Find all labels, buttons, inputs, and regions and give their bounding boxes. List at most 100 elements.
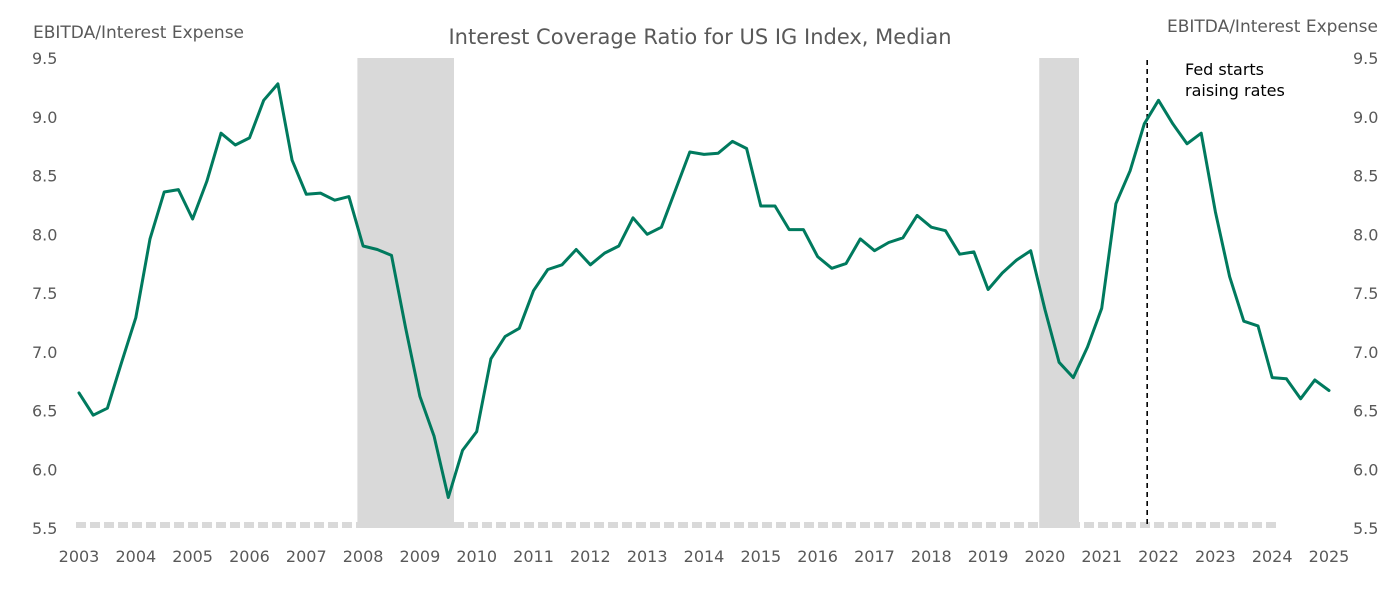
- x-tick-label: 2005: [172, 547, 213, 566]
- data-point: [1029, 249, 1032, 252]
- y-tick-left-label: 6.0: [32, 460, 57, 479]
- data-point: [276, 82, 280, 86]
- recession-shading-layer: [357, 58, 1079, 528]
- annotation-text-line2: raising rates: [1185, 81, 1285, 100]
- data-point: [1327, 389, 1331, 392]
- data-point: [731, 140, 734, 143]
- y-tick-right-label: 5.5: [1353, 519, 1378, 538]
- data-point: [1256, 324, 1260, 328]
- data-point: [347, 195, 351, 198]
- data-point: [1171, 122, 1174, 126]
- data-point: [205, 180, 209, 183]
- x-tick-label: 2023: [1195, 547, 1236, 566]
- data-point: [1299, 397, 1302, 400]
- y-tick-right-label: 7.0: [1353, 343, 1378, 362]
- data-point: [1128, 169, 1132, 172]
- data-point: [1043, 308, 1047, 311]
- x-tick-label: 2007: [286, 547, 327, 566]
- y-tick-right-label: 9.5: [1353, 49, 1378, 68]
- data-point: [120, 361, 123, 364]
- data-point: [773, 204, 777, 208]
- x-tick-label: 2010: [456, 547, 497, 566]
- data-point: [262, 99, 265, 102]
- data-point: [290, 159, 294, 162]
- data-point: [1001, 271, 1004, 275]
- data-point: [1228, 275, 1231, 278]
- y-tick-right-label: 8.0: [1353, 225, 1378, 244]
- data-point: [1199, 132, 1203, 135]
- data-point: [134, 316, 138, 319]
- data-point: [560, 263, 564, 266]
- data-point: [717, 151, 720, 155]
- data-point: [930, 226, 933, 229]
- series-layer: [77, 82, 1331, 499]
- data-point: [248, 136, 251, 140]
- data-point: [844, 262, 848, 265]
- data-point: [177, 188, 180, 191]
- y-ticks-right: 5.5 6.0 6.5 7.0 7.5 8.0 8.5 9.0 9.5: [1353, 49, 1378, 538]
- annotation-text-line1: Fed starts: [1185, 60, 1264, 79]
- data-point: [802, 228, 805, 231]
- y-tick-right-label: 9.0: [1353, 108, 1378, 127]
- data-point: [489, 357, 493, 360]
- x-tick-label: 2004: [115, 547, 156, 566]
- data-point: [461, 449, 464, 452]
- data-point: [617, 244, 620, 248]
- data-point: [404, 327, 407, 330]
- data-point: [518, 327, 521, 330]
- data-point: [901, 236, 905, 239]
- data-point: [1100, 307, 1103, 310]
- data-point: [532, 289, 535, 292]
- data-point: [1157, 99, 1160, 102]
- data-point: [1114, 202, 1118, 205]
- data-point: [92, 414, 95, 417]
- data-point: [603, 251, 606, 255]
- x-tick-label: 2013: [627, 547, 668, 566]
- y-tick-left-label: 6.5: [32, 402, 57, 421]
- data-point: [1143, 122, 1146, 126]
- data-point: [1242, 320, 1245, 323]
- data-point: [944, 229, 947, 232]
- data-point: [418, 395, 422, 398]
- y-tick-left-label: 9.5: [32, 49, 57, 68]
- x-tick-label: 2003: [59, 547, 100, 566]
- data-point: [873, 249, 876, 252]
- data-point: [972, 250, 976, 254]
- data-point: [645, 233, 649, 236]
- x-tick-label: 2017: [854, 547, 895, 566]
- x-tick-label: 2012: [570, 547, 611, 566]
- data-point: [759, 204, 763, 208]
- recession-band-2: [1039, 58, 1079, 528]
- x-tick-label: 2006: [229, 547, 270, 566]
- data-point: [1270, 376, 1274, 379]
- data-point: [361, 244, 365, 248]
- data-point: [432, 435, 436, 438]
- series-line-1: [77, 82, 1331, 499]
- x-tick-label: 2020: [1025, 547, 1066, 566]
- x-tick-label: 2008: [343, 547, 384, 566]
- data-point: [148, 237, 152, 241]
- x-tick-label: 2019: [968, 547, 1009, 566]
- data-point: [986, 288, 990, 291]
- y-axis-label-left: EBITDA/Interest Expense: [33, 23, 244, 43]
- x-tick-label: 2016: [797, 547, 838, 566]
- data-point: [305, 193, 308, 196]
- data-point: [1057, 361, 1061, 364]
- y-tick-right-label: 6.0: [1353, 460, 1378, 479]
- x-tick-label: 2011: [513, 547, 554, 566]
- data-point: [106, 406, 109, 410]
- x-tick-label: 2014: [684, 547, 725, 566]
- data-point: [816, 255, 819, 258]
- data-point: [887, 241, 890, 244]
- data-point: [163, 190, 166, 194]
- data-point: [688, 150, 691, 154]
- data-point: [1072, 376, 1075, 379]
- data-point: [475, 430, 478, 433]
- data-point: [219, 132, 223, 135]
- x-tick-label: 2025: [1309, 547, 1350, 566]
- x-tick-label: 2009: [400, 547, 441, 566]
- x-tick-label: 2022: [1138, 547, 1179, 566]
- data-point: [1015, 258, 1018, 262]
- data-point: [660, 226, 663, 229]
- y-axis-label-right: EBITDA/Interest Expense: [1167, 17, 1378, 37]
